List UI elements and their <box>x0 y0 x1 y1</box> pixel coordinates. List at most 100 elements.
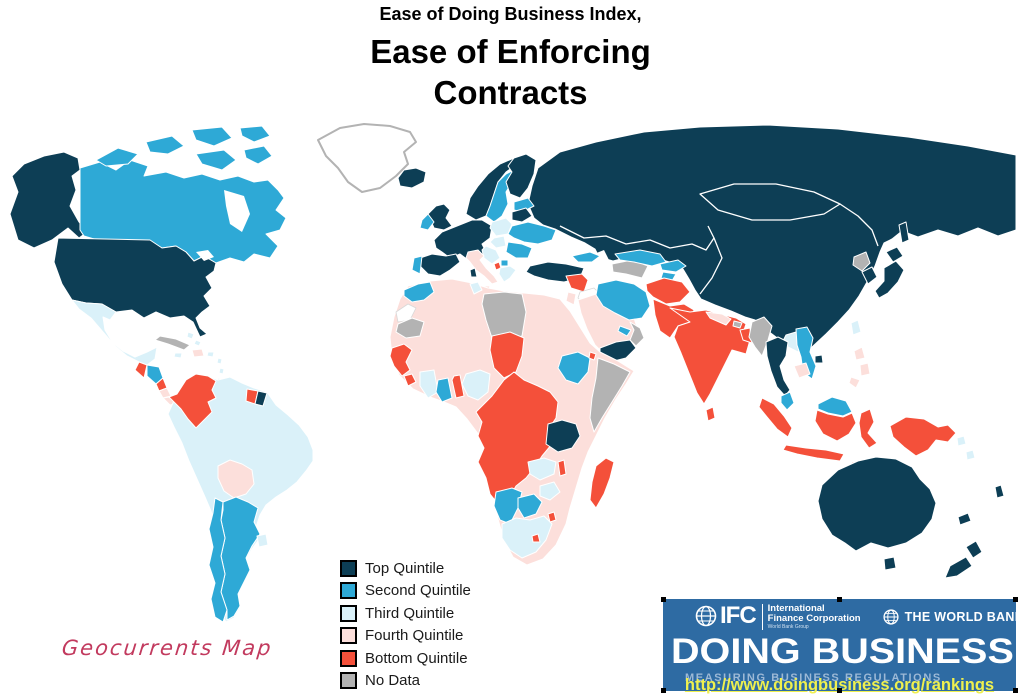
region-ukraine <box>507 221 557 245</box>
ifc-globe-icon <box>695 605 717 627</box>
region-indonesia-java <box>782 444 845 462</box>
region-mexico <box>71 299 158 366</box>
region-south-korea <box>861 266 878 285</box>
region-bolivia <box>217 459 255 499</box>
region-sakhalin <box>898 221 910 244</box>
region-morocco <box>403 281 435 303</box>
region-alaska <box>9 151 88 249</box>
legend-item-bottom-quintile: Bottom Quintile <box>340 647 471 670</box>
region-hispaniola <box>191 348 205 358</box>
region-hainan <box>814 354 824 364</box>
map-title: Ease of Enforcing Contracts <box>0 31 1021 113</box>
region-tunisia <box>469 281 483 295</box>
region-philippines <box>848 346 871 389</box>
legend-label: Second Quintile <box>365 582 471 600</box>
region-melanesia <box>957 484 1005 526</box>
region-puerto-rico <box>206 351 215 358</box>
doingbusiness-link[interactable]: http://www.doingbusiness.org/rankings <box>684 676 995 694</box>
map-supertitle: Ease of Doing Business Index, <box>379 4 642 24</box>
region-malaysia-borneo <box>817 396 853 417</box>
region-argentina <box>220 496 261 621</box>
legend-item-fourth-quintile: Fourth Quintile <box>340 625 471 648</box>
region-italy <box>465 249 499 285</box>
region-thailand <box>765 336 791 397</box>
region-hungary <box>489 235 507 249</box>
region-belarus <box>511 207 533 223</box>
region-colombia <box>168 373 217 429</box>
region-baltics <box>513 197 535 213</box>
doing-business-banner: IFC International Finance Corporation Wo… <box>661 597 1021 694</box>
region-sardinia <box>469 267 478 278</box>
region-swaziland <box>547 511 557 523</box>
selection-handle <box>661 688 666 693</box>
mongolia-border-line <box>699 183 841 221</box>
world-bank-logo: THE WORLD BANK <box>883 608 1021 625</box>
region-syria <box>565 273 589 293</box>
region-malaysia <box>780 391 795 411</box>
region-ivory-coast <box>419 369 439 399</box>
region-mauritania <box>395 317 425 339</box>
region-macedonia <box>500 259 509 267</box>
region-kyrgyzstan <box>659 259 687 273</box>
region-bahamas <box>186 331 202 347</box>
legend-swatch-top <box>340 559 357 577</box>
region-zimbabwe <box>539 481 561 501</box>
ifc-name-block: International Finance Corporation World … <box>768 604 861 631</box>
legend-item-top-quintile: Top Quintile <box>340 557 471 580</box>
region-tasmania <box>883 556 897 571</box>
banner-tagline: MEASURING BUSINESS REGULATIONS <box>685 672 942 684</box>
region-jordan <box>565 291 577 306</box>
legend-label: Fourth Quintile <box>365 627 464 645</box>
region-bhutan <box>732 320 743 329</box>
region-pacific-islands <box>956 435 976 461</box>
region-greece <box>498 265 517 283</box>
region-greenland <box>317 123 417 193</box>
legend-item-third-quintile: Third Quintile <box>340 602 471 625</box>
region-caucasus <box>571 251 601 263</box>
legend-label: Bottom Quintile <box>365 649 468 667</box>
region-uzbekistan <box>614 249 667 267</box>
world-bank-globe-icon <box>883 609 899 625</box>
region-australia <box>817 456 937 552</box>
map-title-line2: Contracts <box>433 74 588 111</box>
region-iran <box>595 279 651 321</box>
ifc-divider <box>761 604 763 630</box>
ifc-name-line1: International <box>767 603 825 614</box>
region-guatemala <box>134 361 148 379</box>
legend-label: Top Quintile <box>365 559 445 577</box>
region-sri-lanka <box>705 406 716 422</box>
legend-swatch-fourth <box>340 627 357 645</box>
doing-business-wordmark: DOING BUSINESS <box>671 632 1014 671</box>
hudson-bay-water <box>224 190 250 232</box>
region-new-zealand <box>944 540 983 579</box>
ifc-name-line2: Finance Corporation <box>767 613 861 624</box>
world-bank-label: THE WORLD BANK <box>904 609 1021 624</box>
region-south-africa <box>501 515 553 559</box>
region-togo-benin <box>451 374 465 399</box>
region-canadian-arctic <box>95 125 273 171</box>
ifc-name-line3: World Bank Group <box>767 624 809 630</box>
region-finland <box>505 153 537 199</box>
selection-handle <box>1013 688 1018 693</box>
title-block: Ease of Doing Business Index, Ease of En… <box>0 4 1021 113</box>
region-western-sahara <box>395 303 417 323</box>
legend-swatch-nodata <box>340 672 357 690</box>
region-japan-hokkaido <box>885 246 904 263</box>
region-ghana <box>435 377 453 403</box>
region-balkans <box>481 245 501 265</box>
legend-swatch-second <box>340 582 357 600</box>
selection-handle <box>661 597 666 602</box>
region-new-guinea <box>889 416 957 457</box>
region-tanzania <box>545 419 581 453</box>
map-title-line1: Ease of Enforcing <box>370 33 651 70</box>
region-indonesia-sumatra <box>758 397 793 438</box>
region-cuba <box>154 335 191 351</box>
region-north-korea <box>852 251 871 272</box>
region-iceland <box>397 167 427 189</box>
map-legend: Top Quintile Second Quintile Third Quint… <box>340 557 471 692</box>
region-jamaica <box>173 352 183 359</box>
region-spain <box>419 253 461 277</box>
great-lakes-water <box>196 250 214 261</box>
selection-handle <box>837 597 842 602</box>
